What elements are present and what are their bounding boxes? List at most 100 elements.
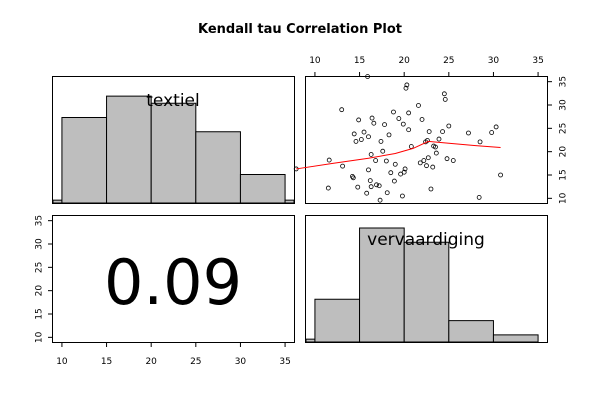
scatter-point bbox=[404, 82, 410, 88]
scatter-point bbox=[493, 124, 499, 130]
scatter-point bbox=[417, 160, 423, 166]
histogram-bar bbox=[61, 117, 108, 204]
scatter-point bbox=[371, 120, 377, 126]
scatter-point bbox=[353, 138, 359, 144]
scatter-point bbox=[399, 193, 405, 199]
tick-label: 30 bbox=[488, 56, 500, 66]
tick-label: 25 bbox=[443, 56, 454, 66]
scatter-point bbox=[351, 131, 357, 137]
scatter-point bbox=[373, 158, 379, 163]
histogram-bar bbox=[492, 334, 539, 343]
scatter-point bbox=[326, 157, 332, 163]
histogram-bar bbox=[106, 95, 152, 204]
tick-label: 35 bbox=[35, 215, 45, 226]
tick-label: 10 bbox=[309, 56, 321, 66]
scatter-panel bbox=[305, 76, 548, 204]
tick-label: 35 bbox=[279, 357, 290, 367]
histogram-bar bbox=[448, 320, 494, 343]
scatter-point bbox=[365, 74, 370, 79]
scatter-point bbox=[421, 158, 427, 163]
histogram-bar bbox=[150, 102, 197, 204]
variable-label-vervaardiging: vervaardiging bbox=[367, 230, 485, 250]
tick-label: 25 bbox=[35, 262, 45, 273]
tick-label: 15 bbox=[354, 56, 365, 66]
scatter-point bbox=[408, 144, 414, 149]
tick-label: 20 bbox=[35, 285, 45, 297]
scatter-point bbox=[364, 190, 370, 196]
scatter-point bbox=[376, 183, 382, 189]
scatter-point bbox=[402, 166, 408, 172]
scatter-point bbox=[403, 85, 409, 91]
scatter-point bbox=[424, 138, 430, 143]
histogram-bar bbox=[284, 199, 295, 204]
scatter-point bbox=[366, 134, 371, 140]
scatter-point bbox=[400, 121, 406, 127]
scatter-point bbox=[446, 123, 452, 129]
scatter-point bbox=[433, 144, 438, 150]
scatter-point bbox=[498, 172, 503, 178]
scatter-point bbox=[380, 148, 386, 154]
histogram-bar bbox=[195, 131, 241, 204]
tick-label: 10 bbox=[35, 331, 45, 343]
scatter-point bbox=[419, 117, 425, 122]
tick-label: 20 bbox=[145, 357, 157, 367]
scatter-point bbox=[388, 170, 394, 176]
scatter-point bbox=[466, 130, 471, 136]
scatter-point bbox=[406, 110, 412, 116]
tick-label: 15 bbox=[101, 357, 112, 367]
smoother-line bbox=[296, 140, 501, 170]
scatter-point bbox=[378, 138, 384, 144]
scatter-point bbox=[369, 115, 375, 121]
scatter-point bbox=[391, 109, 396, 115]
scatter-points bbox=[293, 74, 503, 203]
scatter-point bbox=[436, 136, 442, 142]
scatter-point bbox=[440, 129, 445, 135]
tick-label: 25 bbox=[559, 123, 569, 134]
scatter-point bbox=[391, 178, 397, 184]
scatter-point bbox=[476, 194, 482, 200]
tick-label: 35 bbox=[532, 56, 543, 66]
scatter-point bbox=[350, 175, 356, 181]
scatter-point bbox=[325, 185, 331, 191]
scatter-point bbox=[450, 158, 456, 163]
scatter-point bbox=[367, 178, 373, 184]
scatter-point bbox=[477, 139, 483, 145]
histogram-bars-textiel bbox=[52, 95, 295, 204]
scatter-point bbox=[382, 122, 387, 127]
scatter-point bbox=[356, 117, 362, 123]
tick-label: 30 bbox=[559, 99, 569, 111]
scatter-point bbox=[428, 186, 434, 192]
histogram-bar bbox=[305, 338, 316, 343]
variable-label-textiel: textiel bbox=[146, 91, 199, 111]
tick-label: 30 bbox=[35, 238, 45, 250]
tick-label: 15 bbox=[559, 169, 569, 180]
scatter-point bbox=[392, 161, 398, 167]
scatter-point bbox=[425, 155, 431, 161]
scatter-point bbox=[358, 137, 364, 142]
smoother-line bbox=[296, 140, 501, 170]
scatter-point bbox=[374, 182, 379, 188]
axes: 10 15 20 25 30 35 10 15 20 25 30 35 10 15 20 25 30 35 10 15… bbox=[35, 56, 569, 367]
histogram-bar bbox=[239, 174, 286, 204]
scatter-point bbox=[398, 171, 404, 177]
histogram-bar bbox=[403, 241, 450, 343]
chart-title: Kendall tau Correlation Plot bbox=[198, 22, 402, 37]
histogram-bar bbox=[359, 227, 405, 343]
scatter-point bbox=[406, 127, 412, 133]
tick-label: 10 bbox=[559, 192, 569, 204]
scatter-point bbox=[426, 129, 432, 135]
scatter-point bbox=[441, 91, 447, 97]
scatter-point bbox=[355, 184, 361, 190]
scatter-point bbox=[430, 164, 436, 170]
scatter-point bbox=[383, 158, 389, 164]
correlation-value: 0.09 bbox=[104, 246, 242, 319]
scatter-point bbox=[377, 197, 383, 203]
tick-label: 15 bbox=[35, 308, 45, 319]
scatter-point bbox=[340, 163, 345, 169]
correlation-panel bbox=[52, 215, 295, 343]
scatter-point bbox=[444, 156, 450, 162]
scatter-point bbox=[386, 132, 392, 138]
tick-label: 10 bbox=[56, 357, 68, 367]
scatter-point bbox=[361, 129, 367, 135]
